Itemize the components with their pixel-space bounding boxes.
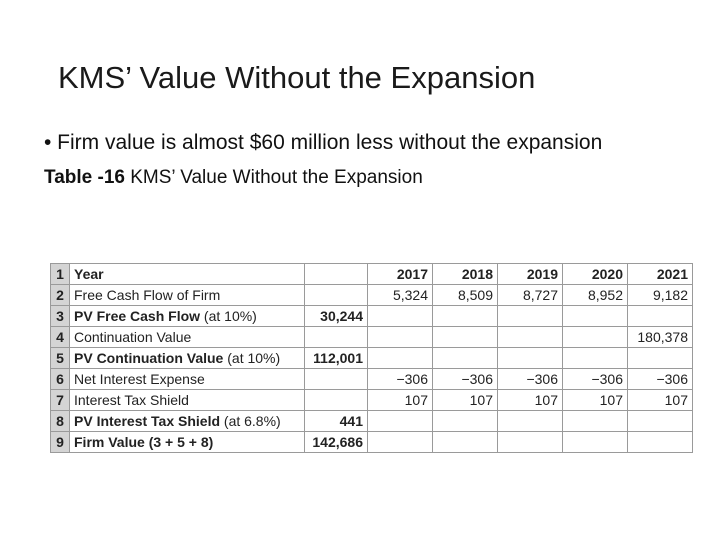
year-2020-cell: 107 bbox=[562, 389, 628, 411]
pv-cell: 112,001 bbox=[304, 347, 368, 369]
year-2017-cell bbox=[367, 326, 433, 348]
year-2018-cell bbox=[432, 305, 498, 327]
year-2020-cell bbox=[562, 347, 628, 369]
row-label: PV Interest Tax Shield (at 6.8%) bbox=[69, 410, 305, 432]
year-2019-cell: −306 bbox=[497, 368, 563, 390]
table-caption-number: Table -16 bbox=[44, 167, 125, 188]
year-2019-cell: 2019 bbox=[497, 263, 563, 285]
table-row: 2 Free Cash Flow of Firm 5,324 8,509 8,7… bbox=[50, 284, 693, 306]
table-row: 8 PV Interest Tax Shield (at 6.8%) 441 bbox=[50, 410, 693, 432]
row-number: 8 bbox=[50, 410, 70, 432]
row-label: PV Free Cash Flow (at 10%) bbox=[69, 305, 305, 327]
row-number: 9 bbox=[50, 431, 70, 453]
year-2017-cell: 107 bbox=[367, 389, 433, 411]
year-2021-cell: 9,182 bbox=[627, 284, 693, 306]
table-row: 6 Net Interest Expense −306 −306 −306 −3… bbox=[50, 368, 693, 390]
year-2017-cell bbox=[367, 431, 433, 453]
row-label: PV Continuation Value (at 10%) bbox=[69, 347, 305, 369]
year-2021-cell: 2021 bbox=[627, 263, 693, 285]
valuation-table: 1 Year 2017 2018 2019 2020 2021 2 Free C… bbox=[50, 263, 693, 453]
year-2019-cell bbox=[497, 431, 563, 453]
year-2018-cell: 8,509 bbox=[432, 284, 498, 306]
year-2019-cell bbox=[497, 410, 563, 432]
row-label-main: PV Interest Tax Shield bbox=[74, 412, 221, 429]
row-number: 6 bbox=[50, 368, 70, 390]
row-label: Free Cash Flow of Firm bbox=[69, 284, 305, 306]
slide-title: KMS’ Value Without the Expansion bbox=[58, 60, 536, 95]
row-label: Firm Value (3 + 5 + 8) bbox=[69, 431, 305, 453]
year-2017-cell: −306 bbox=[367, 368, 433, 390]
year-2018-cell: −306 bbox=[432, 368, 498, 390]
row-label: Year bbox=[69, 263, 305, 285]
row-label-note: (at 10%) bbox=[200, 307, 257, 324]
pv-cell bbox=[304, 326, 368, 348]
pv-cell: 30,244 bbox=[304, 305, 368, 327]
year-2021-cell: 107 bbox=[627, 389, 693, 411]
year-2018-cell: 107 bbox=[432, 389, 498, 411]
year-2021-cell bbox=[627, 347, 693, 369]
year-2021-cell bbox=[627, 410, 693, 432]
table-row: 5 PV Continuation Value (at 10%) 112,001 bbox=[50, 347, 693, 369]
row-label-note: (at 10%) bbox=[223, 349, 281, 366]
bullet-point: • Firm value is almost $60 million less … bbox=[44, 131, 603, 154]
year-2020-cell bbox=[562, 431, 628, 453]
year-2021-cell: 180,378 bbox=[627, 326, 693, 348]
year-2019-cell bbox=[497, 347, 563, 369]
year-2017-cell: 2017 bbox=[367, 263, 433, 285]
table-row: 4 Continuation Value 180,378 bbox=[50, 326, 693, 348]
pv-cell bbox=[304, 263, 368, 285]
table-row: 1 Year 2017 2018 2019 2020 2021 bbox=[50, 263, 693, 285]
year-2020-cell: −306 bbox=[562, 368, 628, 390]
table-row: 9 Firm Value (3 + 5 + 8) 142,686 bbox=[50, 431, 693, 453]
row-label: Continuation Value bbox=[69, 326, 305, 348]
year-2018-cell bbox=[432, 347, 498, 369]
year-2021-cell bbox=[627, 431, 693, 453]
table-caption-text: KMS’ Value Without the Expansion bbox=[124, 167, 423, 188]
year-2020-cell bbox=[562, 305, 628, 327]
row-number: 3 bbox=[50, 305, 70, 327]
year-2019-cell: 107 bbox=[497, 389, 563, 411]
row-number: 7 bbox=[50, 389, 70, 411]
row-label-main: PV Free Cash Flow bbox=[74, 307, 201, 324]
year-2018-cell: 2018 bbox=[432, 263, 498, 285]
year-2019-cell bbox=[497, 305, 563, 327]
pv-cell: 441 bbox=[304, 410, 368, 432]
year-2020-cell: 8,952 bbox=[562, 284, 628, 306]
row-label: Interest Tax Shield bbox=[69, 389, 305, 411]
year-2017-cell bbox=[367, 347, 433, 369]
year-2020-cell: 2020 bbox=[562, 263, 628, 285]
year-2021-cell bbox=[627, 305, 693, 327]
year-2017-cell: 5,324 bbox=[367, 284, 433, 306]
year-2018-cell bbox=[432, 431, 498, 453]
row-number: 4 bbox=[50, 326, 70, 348]
table-row: 3 PV Free Cash Flow (at 10%) 30,244 bbox=[50, 305, 693, 327]
year-2019-cell: 8,727 bbox=[497, 284, 563, 306]
row-label-main: PV Continuation Value bbox=[74, 349, 224, 366]
year-2019-cell bbox=[497, 326, 563, 348]
year-2021-cell: −306 bbox=[627, 368, 693, 390]
pv-cell: 142,686 bbox=[304, 431, 368, 453]
row-number: 1 bbox=[50, 263, 70, 285]
pv-cell bbox=[304, 284, 368, 306]
year-2020-cell bbox=[562, 410, 628, 432]
year-2017-cell bbox=[367, 410, 433, 432]
year-2020-cell bbox=[562, 326, 628, 348]
year-2018-cell bbox=[432, 326, 498, 348]
row-number: 2 bbox=[50, 284, 70, 306]
year-2018-cell bbox=[432, 410, 498, 432]
row-number: 5 bbox=[50, 347, 70, 369]
row-label: Net Interest Expense bbox=[69, 368, 305, 390]
table-row: 7 Interest Tax Shield 107 107 107 107 10… bbox=[50, 389, 693, 411]
pv-cell bbox=[304, 389, 368, 411]
table-caption: Table -16 KMS’ Value Without the Expansi… bbox=[44, 167, 423, 189]
year-2017-cell bbox=[367, 305, 433, 327]
row-label-note: (at 6.8%) bbox=[220, 412, 281, 429]
pv-cell bbox=[304, 368, 368, 390]
